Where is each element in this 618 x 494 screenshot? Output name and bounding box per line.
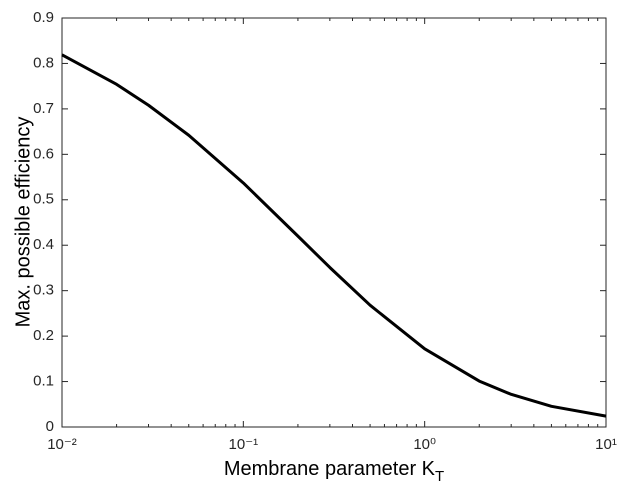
y-tick-label: 0.3 [33,282,54,299]
y-axis-label: Max. possible efficiency [12,117,34,328]
y-tick-label: 0.9 [33,9,54,26]
x-tick-label: 10⁻¹ [229,436,259,453]
y-tick-label: 0.1 [33,373,54,390]
line-series [61,53,607,418]
plot-frame [61,17,607,428]
x-axis-label-subscript: T [435,468,444,485]
x-tick-label: 10¹ [595,436,617,453]
y-tick-label: 0.4 [33,236,54,253]
y-tick-label: 0.6 [33,145,54,162]
x-tick-label: 10⁻² [47,436,77,453]
x-tick-label: 10⁰ [413,436,436,453]
x-axis-label-main: Membrane parameter K [224,458,436,480]
y-tick-label: 0 [46,418,54,435]
y-tick-label: 0.2 [33,327,54,344]
y-tick-label: 0.8 [33,54,54,71]
x-axis-label: Membrane parameter KT [224,458,444,485]
y-tick-label: 0.7 [33,100,54,117]
y-tick-label: 0.5 [33,191,54,208]
